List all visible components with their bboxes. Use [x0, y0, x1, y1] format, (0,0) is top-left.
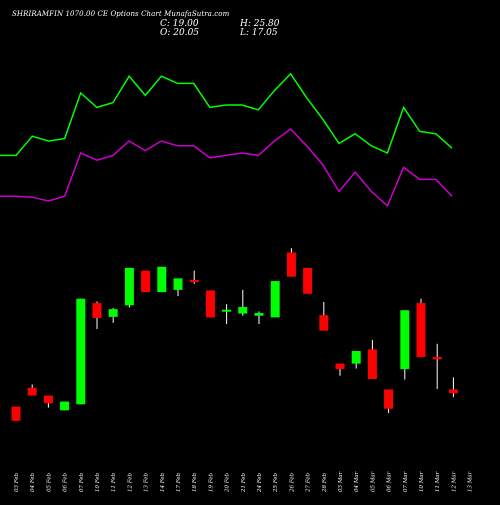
candles	[11, 248, 458, 421]
candle-10-mar	[416, 298, 426, 357]
x-tick-label: 10 Mar	[419, 471, 425, 492]
candle-17-feb	[173, 278, 183, 296]
x-tick-label: 14 Feb	[160, 472, 166, 492]
candle-body-down	[335, 363, 345, 370]
x-tick-label: 21 Feb	[241, 472, 247, 493]
candle-body-up	[60, 401, 70, 411]
x-tick-label: 05 Feb	[46, 472, 52, 492]
candle-04-mar	[351, 350, 361, 369]
high-value: H: 25.80	[240, 19, 280, 29]
candle-13-feb	[141, 270, 151, 293]
candle-11-feb	[108, 308, 118, 323]
candle-body-down	[205, 290, 215, 318]
candle-body-down	[416, 303, 426, 357]
candle-body-down	[319, 315, 329, 331]
x-tick-label: 18 Feb	[192, 472, 198, 492]
x-tick-label: 17 Feb	[176, 472, 182, 492]
x-tick-label: 12 Mar	[451, 471, 457, 492]
candle-19-feb	[205, 290, 215, 318]
x-tick-label: 25 Feb	[273, 472, 279, 493]
candle-body-down	[448, 389, 458, 394]
candle-body-down	[11, 406, 21, 421]
candle-body-up	[400, 310, 410, 370]
candle-24-feb	[254, 311, 264, 324]
candle-body-down	[432, 357, 442, 360]
x-tick-label: 13 Mar	[468, 471, 474, 492]
candle-body-down	[141, 270, 151, 293]
candle-10-feb	[92, 301, 102, 329]
candle-body-up	[76, 298, 86, 405]
candle-03-mar	[335, 363, 345, 376]
x-tick-label: 11 Mar	[435, 471, 441, 492]
x-tick-label: 11 Feb	[111, 472, 117, 492]
candle-06-feb	[60, 401, 70, 411]
candle-body-up	[270, 281, 280, 318]
chart-title: SHRIRAMFIN 1070.00 CE Options Chart Muna…	[12, 10, 230, 18]
candle-05-feb	[43, 395, 53, 408]
candle-body-down	[367, 349, 377, 379]
candle-07-feb	[76, 298, 86, 405]
candle-14-feb	[157, 266, 167, 293]
candle-body-down	[92, 303, 102, 318]
x-tick-label: 10 Feb	[95, 472, 101, 492]
x-tick-label: 04 Mar	[354, 471, 360, 492]
x-tick-label: 07 Mar	[403, 471, 409, 492]
candle-body-up	[108, 309, 118, 317]
x-tick-label: 05 Mar	[370, 471, 376, 492]
candle-26-feb	[286, 248, 296, 277]
x-tick-label: 04 Feb	[30, 472, 36, 492]
open-value: O: 20.05	[160, 28, 200, 38]
candle-body-up	[124, 267, 134, 306]
candle-18-feb	[189, 270, 199, 284]
close-value: C: 19.00	[160, 19, 199, 29]
candle-05-mar	[367, 339, 377, 379]
x-tick-label: 13 Feb	[144, 472, 150, 492]
x-axis-ticks: 03 Feb 04 Feb 05 Feb 06 Feb 07 Feb 10 Feb 11 F…	[14, 471, 474, 493]
candle-25-feb	[270, 281, 280, 318]
upper-indicator-line	[0, 72, 453, 157]
candle-11-mar	[432, 343, 442, 389]
candle-body-down	[27, 387, 37, 396]
candle-03-feb	[11, 406, 21, 421]
candle-body-up	[238, 306, 248, 314]
x-tick-label: 19 Feb	[208, 472, 214, 492]
lower-indicator-line	[0, 128, 453, 208]
x-tick-label: 26 Feb	[289, 472, 295, 493]
candle-body-up	[222, 309, 232, 312]
x-tick-label: 12 Feb	[127, 472, 133, 492]
x-tick-label: 27 Feb	[306, 472, 312, 493]
candle-body-down	[286, 252, 296, 277]
candle-28-feb	[319, 302, 329, 331]
x-tick-label: 03 Feb	[14, 472, 20, 492]
candle-body-up	[254, 313, 264, 316]
candle-body-up	[173, 278, 183, 290]
candle-12-feb	[124, 267, 134, 308]
candle-body-down	[384, 389, 394, 409]
candle-04-feb	[27, 384, 37, 396]
candle-06-mar	[384, 389, 394, 414]
low-value: L: 17.05	[240, 28, 278, 38]
candle-07-mar	[400, 310, 410, 380]
candle-body-down	[303, 267, 313, 294]
candle-20-feb	[222, 304, 232, 324]
x-tick-label: 20 Feb	[225, 472, 231, 493]
x-tick-label: 24 Feb	[257, 472, 263, 493]
x-tick-label: 06 Feb	[63, 472, 69, 492]
candle-27-feb	[303, 267, 313, 294]
candle-body-up	[157, 266, 167, 293]
x-tick-label: 06 Mar	[387, 471, 393, 492]
candle-body-down	[189, 280, 199, 283]
candle-12-mar	[448, 377, 458, 398]
x-tick-label: 07 Feb	[79, 472, 85, 492]
candle-body-down	[43, 395, 53, 404]
candle-body-up	[351, 350, 361, 364]
indicator-lines	[0, 72, 453, 208]
candle-21-feb	[238, 289, 248, 316]
x-tick-label: 28 Feb	[322, 472, 328, 493]
x-tick-label: 03 Mar	[338, 471, 344, 492]
